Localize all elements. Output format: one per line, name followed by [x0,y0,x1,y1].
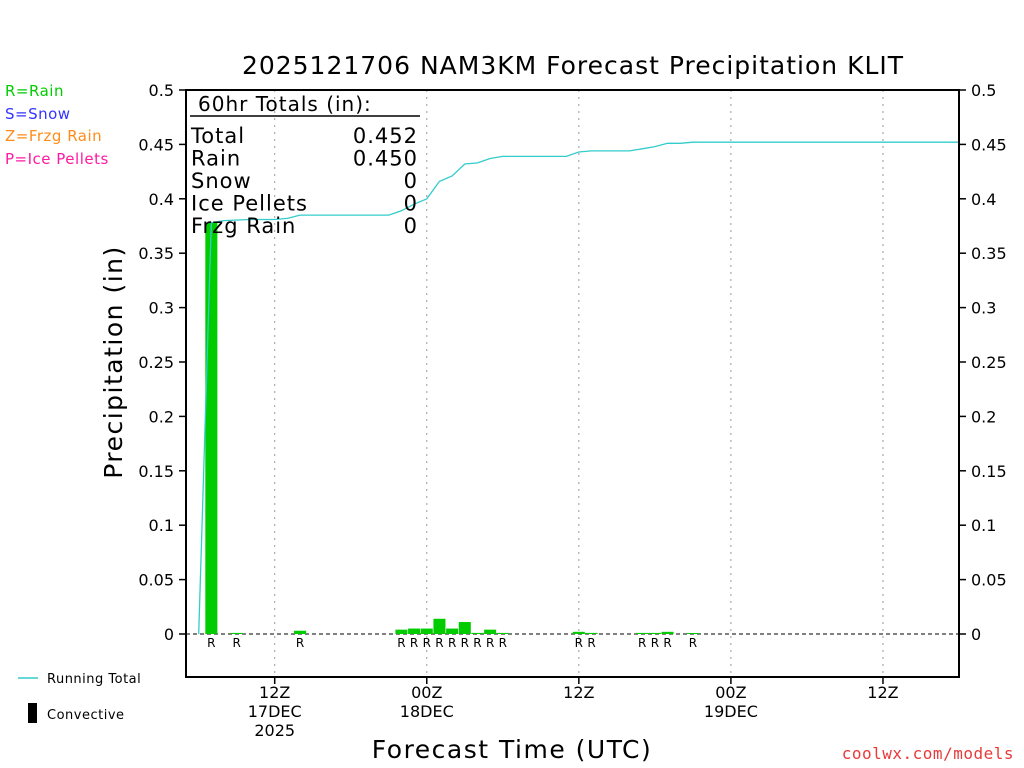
y-tick-label-right: 0.35 [971,244,1007,263]
convective-legend-label: Convective [47,708,125,723]
precip-bar [648,632,661,634]
y-tick-label-left: 0.15 [138,462,174,481]
precip-type-label: R [689,636,697,650]
totals-row-value: 0 [404,214,418,238]
precip-type-legend-item: Z=Frzg Rain [5,127,103,145]
precip-type-label: R [296,636,304,650]
precip-type-legend-item: S=Snow [5,104,71,123]
totals-header: 60hr Totals (in): [198,92,372,116]
precip-type-label: R [587,636,595,650]
y-tick-label-right: 0.2 [971,407,996,426]
precip-bar [572,631,585,634]
x-tick-label: 12Z [563,683,594,702]
precip-bar [294,630,307,634]
y-tick-label-left: 0.35 [138,244,174,263]
precip-type-label: R [397,636,405,650]
y-tick-label-right: 0 [971,625,981,644]
precip-type-label: R [651,636,659,650]
precip-bar [230,632,243,634]
y-tick-label-right: 0.25 [971,353,1007,372]
text-layer: R R R R R R R R R R R R R R R R R R0 00.05 0.050.1 0.10.15 0.… [18,51,1007,764]
totals-row-label: Frzg Rain [191,214,296,238]
precip-type-label: R [499,636,507,650]
precip-bar [433,618,446,634]
precip-bar [458,622,471,634]
precip-bar [471,632,484,634]
y-tick-label-left: 0.2 [149,407,174,426]
totals-row-label: Snow [191,169,252,193]
precip-type-legend-item: P=Ice Pellets [5,149,109,168]
x-tick-label: 18DEC [400,702,454,721]
precip-bar [205,222,218,634]
y-tick-label-right: 0.05 [971,571,1007,590]
precip-type-label: R [486,636,494,650]
y-tick-label-left: 0.25 [138,353,174,372]
precip-type-label: R [575,636,583,650]
bars-layer [205,222,699,634]
running-total-legend-label: Running Total [47,672,141,687]
running-total-line [198,141,959,635]
y-tick-label-left: 0 [164,625,174,644]
x-tick-label: 19DEC [704,702,758,721]
precip-type-label: R [423,636,431,650]
plot-frame [185,89,960,678]
convective-legend-marker [28,703,37,723]
source-url[interactable]: coolwx.com/models [841,744,1014,763]
precip-type-label: R [663,636,671,650]
grid-layer [186,90,959,677]
totals-row-value: 0.450 [353,147,418,171]
precip-type-label: R [448,636,456,650]
precip-type-label: R [207,636,215,650]
y-tick-label-left: 0.3 [149,299,174,318]
totals-row-label: Ice Pellets [191,192,308,216]
precip-bar [420,628,433,634]
precip-bar [686,633,699,634]
totals-row-value: 0 [404,169,418,193]
x-tick-label: 00Z [411,683,442,702]
precip-bar [496,632,509,634]
y-tick-label-right: 0.15 [971,462,1007,481]
precip-bar [408,628,421,634]
totals-row-value: 0.452 [353,124,418,148]
x-axis-title: Forecast Time (UTC) [372,735,652,764]
totals-row-value: 0 [404,192,418,216]
precip-type-label: R [638,636,646,650]
precip-type-legend-item: R=Rain [5,82,64,100]
y-tick-label-right: 0.3 [971,299,996,318]
y-tick-label-left: 0.45 [138,135,174,154]
precip-type-label: R [473,636,481,650]
precip-bar [395,629,408,634]
x-tick-label: 00Z [715,683,746,702]
y-tick-label-left: 0.05 [138,571,174,590]
precip-bar [484,629,497,634]
precip-bar [585,632,598,634]
totals-row-label: Rain [191,147,241,171]
y-axis-title: Precipitation (in) [99,245,128,479]
y-tick-label-left: 0.4 [149,190,174,209]
precip-bar [661,631,674,634]
y-tick-label-left: 0.5 [149,81,174,100]
y-tick-label-right: 0.45 [971,135,1007,154]
chart-title: 2025121706 NAM3KM Forecast Precipitation… [242,51,904,80]
precip-type-label: R [233,636,241,650]
precip-type-label: R [410,636,418,650]
line-layer [198,141,959,635]
precip-bar [446,628,459,634]
x-tick-label: 12Z [867,683,898,702]
totals-row-label: Total [190,124,245,148]
frame-layer [179,89,966,684]
precip-type-label: R [435,636,443,650]
x-tick-label: 17DEC [248,702,302,721]
precip-bar [636,632,649,634]
x-tick-label: 12Z [259,683,290,702]
precip-type-label: R [461,636,469,650]
y-tick-label-right: 0.4 [971,190,996,209]
y-tick-label-left: 0.1 [149,516,174,535]
x-tick-label: 2025 [254,721,295,740]
y-tick-label-right: 0.5 [971,81,996,100]
y-tick-label-right: 0.1 [971,516,996,535]
